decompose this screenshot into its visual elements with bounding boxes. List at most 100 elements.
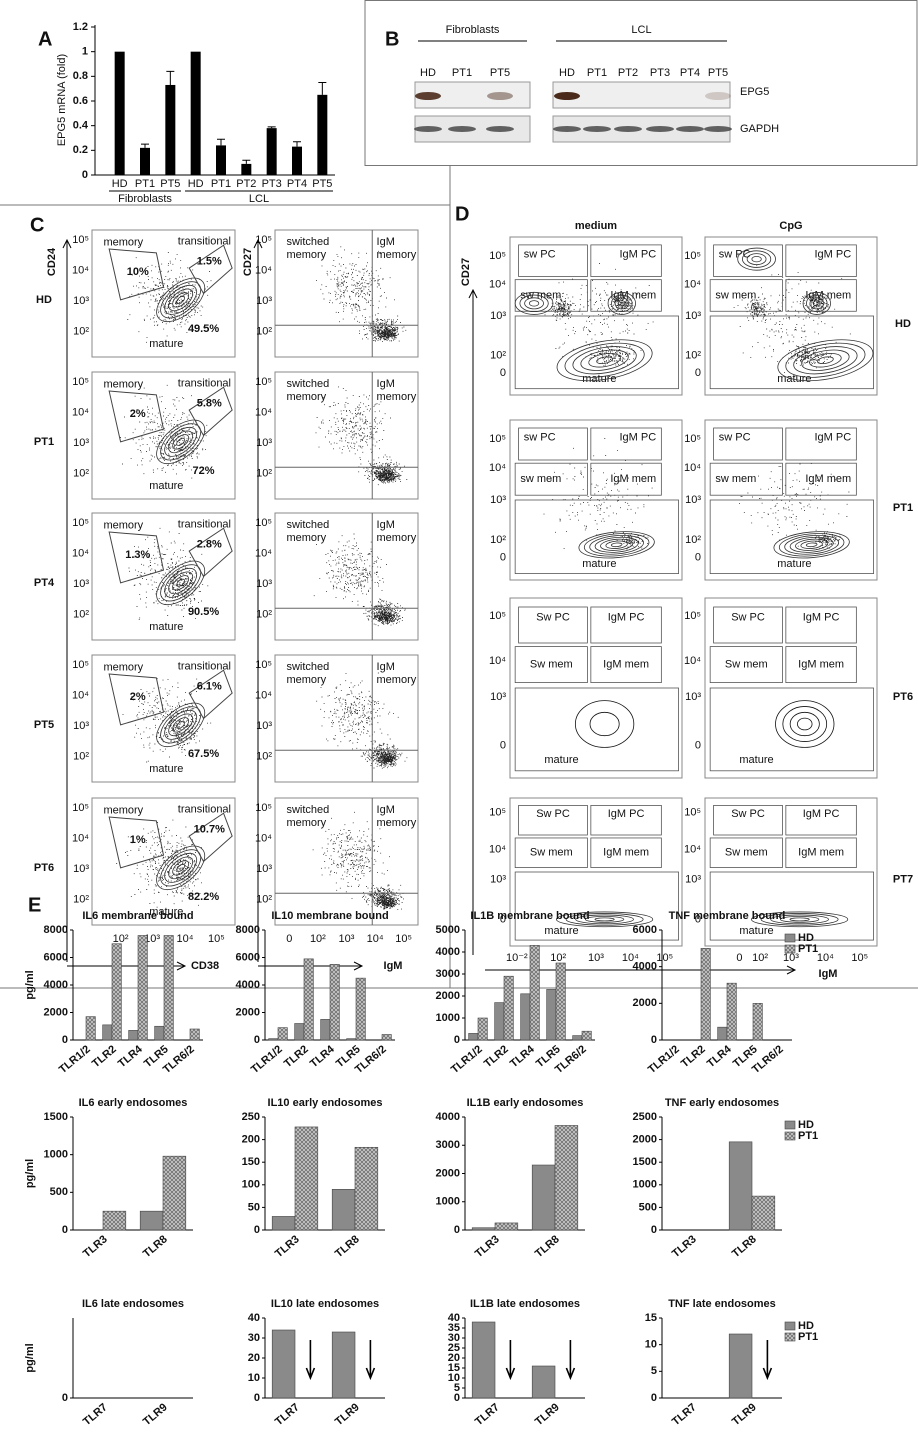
y-tick-label: 6000	[44, 951, 68, 963]
contour	[789, 917, 810, 922]
band	[646, 126, 674, 132]
quadrant-label: IgM	[377, 378, 395, 390]
y-tick-label: 8000	[44, 924, 68, 936]
x-tick-label: TLR8	[533, 1233, 562, 1260]
chart-title: IL1B early endosomes	[467, 1097, 584, 1109]
contour	[784, 534, 839, 555]
x-tick-label: TLR2	[90, 1043, 119, 1070]
bar	[346, 1038, 357, 1041]
group-label: LCL	[631, 24, 651, 36]
bar	[271, 1329, 296, 1399]
contour	[575, 914, 634, 925]
gate-percent: 72%	[193, 465, 215, 477]
contour	[737, 247, 776, 271]
y-tick-label: 10²	[490, 534, 506, 546]
chart-title: IL1B late endosomes	[470, 1298, 580, 1310]
gate	[785, 462, 857, 496]
contour	[176, 295, 186, 304]
y-tick-label: 10³	[685, 691, 701, 703]
band	[614, 126, 642, 132]
gate	[785, 427, 857, 461]
sample-label: PT6	[34, 862, 54, 874]
bar	[102, 1210, 127, 1231]
x-tick-label: 10⁵	[395, 933, 412, 945]
events	[316, 672, 408, 769]
band	[553, 126, 581, 132]
y-tick-label: 10⁵	[684, 250, 701, 262]
sample-label: PT6	[893, 691, 913, 703]
y-tick-label: 3000	[436, 968, 460, 980]
blot-strip	[552, 81, 731, 109]
y-tick-label: 250	[242, 1111, 260, 1123]
error-bar	[293, 141, 301, 147]
y-tick-label: 1000	[436, 1012, 460, 1024]
y-tick-label: 10⁴	[684, 655, 701, 667]
quadrant-label: memory	[286, 391, 326, 403]
gate-label: memory	[103, 805, 143, 817]
contour	[156, 277, 206, 323]
contour	[802, 291, 831, 315]
y-tick-label: 10³	[73, 437, 89, 449]
contour	[172, 434, 190, 450]
x-tick-label: 10²	[310, 933, 326, 945]
bar	[111, 943, 122, 1041]
gate-label: transitional	[178, 660, 231, 672]
gate	[188, 527, 233, 578]
x-tick-label: TLR8	[730, 1233, 759, 1260]
y-tick-label: 10⁴	[684, 278, 701, 290]
lane-label: PT4	[680, 67, 700, 79]
y-tick-label: 20	[448, 1352, 460, 1364]
y-tick-label: 10²	[256, 468, 272, 480]
gate-label: Sw mem	[725, 659, 768, 671]
gate-percent: 1.5%	[197, 256, 222, 268]
plot-frame	[91, 512, 236, 641]
gate-label: Sw PC	[731, 808, 765, 820]
legend-swatch	[784, 1120, 796, 1130]
x-tick-label: TLR9	[533, 1401, 562, 1428]
gate-label: IgM PC	[815, 248, 852, 260]
bar	[529, 945, 540, 1041]
gate	[709, 315, 874, 390]
gate	[709, 687, 874, 772]
panel-label: E	[28, 894, 41, 916]
gate-label: mature	[582, 558, 616, 570]
gate-label: mature	[739, 925, 773, 937]
y-tick-label: 0	[500, 913, 506, 925]
y-tick-label: 1000	[44, 1149, 68, 1161]
contour	[583, 533, 650, 557]
gate	[713, 805, 783, 836]
sample-label: PT5	[34, 719, 54, 731]
gate	[713, 427, 783, 461]
y-tick-label: 5000	[436, 924, 460, 936]
y-tick-label: 10	[645, 1339, 657, 1351]
y-tick-label: 200	[242, 1134, 260, 1146]
contour	[528, 300, 540, 307]
y-tick-label: 0	[500, 740, 506, 752]
y-tick-label: 10³	[685, 494, 701, 506]
y-tick-label: 0.4	[73, 120, 89, 132]
chart-title: TNF membrane bound	[669, 910, 786, 922]
bar	[139, 1210, 164, 1231]
y-tick-label: 0	[254, 1034, 260, 1046]
contour	[572, 346, 637, 375]
y-tick-label: 40	[448, 1312, 460, 1324]
y-tick-label: 25	[448, 1342, 460, 1354]
lane-label: PT2	[618, 67, 638, 79]
bar	[581, 1030, 592, 1041]
contour	[565, 913, 644, 926]
y-tick-label: 2000	[633, 997, 657, 1009]
y-tick-label: 2000	[236, 1006, 260, 1018]
sample-label: HD	[36, 294, 52, 306]
gate-label: IgM PC	[803, 808, 840, 820]
axis-arrow	[468, 288, 797, 975]
y-tick-label: 10³	[490, 310, 506, 322]
gate-label: transitional	[178, 235, 231, 247]
bar	[717, 1026, 728, 1041]
y-tick-label: 10⁴	[489, 655, 506, 667]
y-tick-label: 10⁵	[255, 376, 272, 388]
y-tick-label: 10⁴	[489, 844, 506, 856]
contour	[789, 536, 834, 553]
contour	[168, 856, 194, 880]
bar	[163, 935, 174, 1041]
bar	[317, 94, 328, 175]
